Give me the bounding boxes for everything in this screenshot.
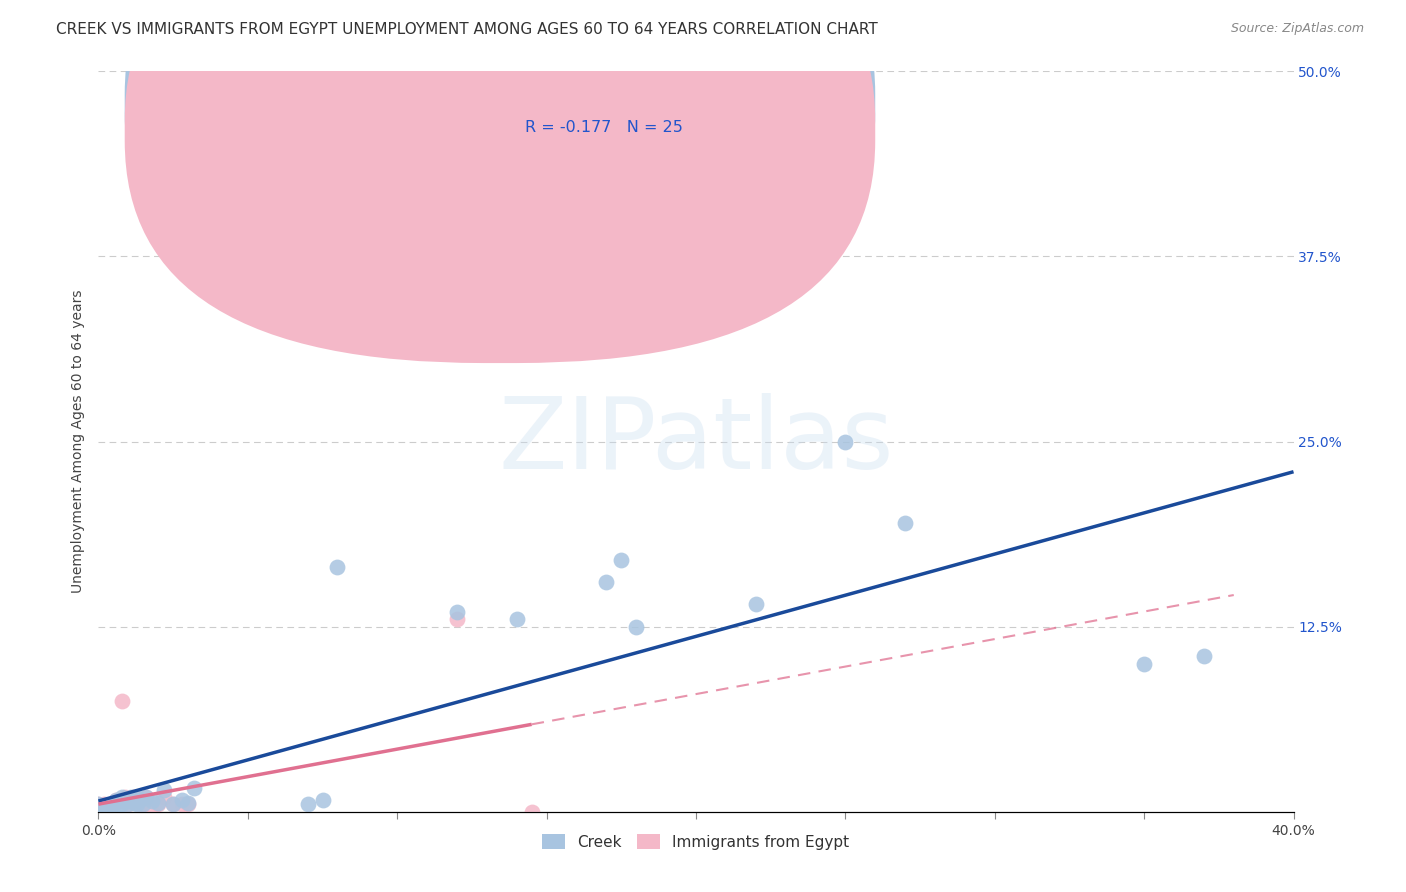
- Point: [129, 793, 152, 807]
- Point: [108, 798, 131, 813]
- Point: [114, 789, 136, 804]
- Point: [141, 794, 163, 808]
- Point: [172, 793, 194, 807]
- Point: [124, 789, 146, 804]
- Point: [105, 793, 128, 807]
- Point: [111, 789, 134, 804]
- Point: [96, 805, 118, 819]
- Point: [326, 560, 349, 574]
- Point: [1133, 657, 1156, 671]
- Point: [183, 780, 205, 795]
- Point: [124, 796, 146, 810]
- Point: [114, 794, 136, 808]
- Point: [105, 793, 128, 807]
- Point: [148, 797, 170, 812]
- Point: [127, 796, 149, 810]
- Point: [610, 553, 633, 567]
- Point: [127, 797, 149, 812]
- Point: [1192, 649, 1215, 664]
- Point: [132, 797, 155, 812]
- Point: [297, 797, 319, 812]
- Point: [120, 789, 142, 804]
- Point: [595, 575, 617, 590]
- Point: [103, 797, 125, 812]
- Point: [172, 797, 194, 812]
- Point: [90, 805, 112, 819]
- Point: [148, 796, 170, 810]
- Point: [120, 793, 142, 807]
- Point: [127, 789, 149, 804]
- Legend: Creek, Immigrants from Egypt: Creek, Immigrants from Egypt: [536, 828, 856, 856]
- Point: [98, 805, 122, 819]
- Point: [894, 516, 917, 530]
- Text: ZIPatlas: ZIPatlas: [498, 393, 894, 490]
- Point: [111, 694, 134, 708]
- Point: [311, 793, 333, 807]
- Point: [626, 619, 648, 633]
- FancyBboxPatch shape: [125, 0, 876, 363]
- Text: CREEK VS IMMIGRANTS FROM EGYPT UNEMPLOYMENT AMONG AGES 60 TO 64 YEARS CORRELATIO: CREEK VS IMMIGRANTS FROM EGYPT UNEMPLOYM…: [56, 22, 877, 37]
- Text: R = -0.177   N = 25: R = -0.177 N = 25: [524, 120, 683, 136]
- Text: Source: ZipAtlas.com: Source: ZipAtlas.com: [1230, 22, 1364, 36]
- Point: [98, 800, 122, 814]
- Point: [103, 805, 125, 819]
- Point: [129, 797, 152, 812]
- Point: [90, 800, 112, 814]
- Point: [745, 598, 768, 612]
- Point: [506, 612, 529, 626]
- Point: [132, 797, 155, 812]
- Text: R = 0.446   N = 41: R = 0.446 N = 41: [524, 94, 678, 109]
- Point: [162, 797, 184, 812]
- Point: [446, 605, 468, 619]
- Point: [103, 797, 125, 812]
- Point: [93, 797, 115, 812]
- Point: [153, 782, 176, 797]
- Point: [87, 797, 110, 812]
- Point: [111, 797, 134, 812]
- Point: [834, 434, 856, 449]
- Point: [135, 789, 157, 804]
- Point: [117, 797, 139, 812]
- Point: [117, 797, 139, 812]
- Point: [177, 796, 200, 810]
- Y-axis label: Unemployment Among Ages 60 to 64 years: Unemployment Among Ages 60 to 64 years: [70, 290, 84, 593]
- Point: [162, 797, 184, 812]
- Point: [96, 800, 118, 814]
- Point: [520, 805, 543, 819]
- Point: [153, 789, 176, 804]
- FancyBboxPatch shape: [463, 78, 744, 171]
- Point: [177, 797, 200, 812]
- Point: [108, 794, 131, 808]
- FancyBboxPatch shape: [125, 0, 876, 336]
- Point: [117, 793, 139, 807]
- Point: [93, 802, 115, 816]
- Point: [135, 789, 157, 804]
- Point: [141, 805, 163, 819]
- Point: [87, 797, 110, 812]
- Point: [446, 612, 468, 626]
